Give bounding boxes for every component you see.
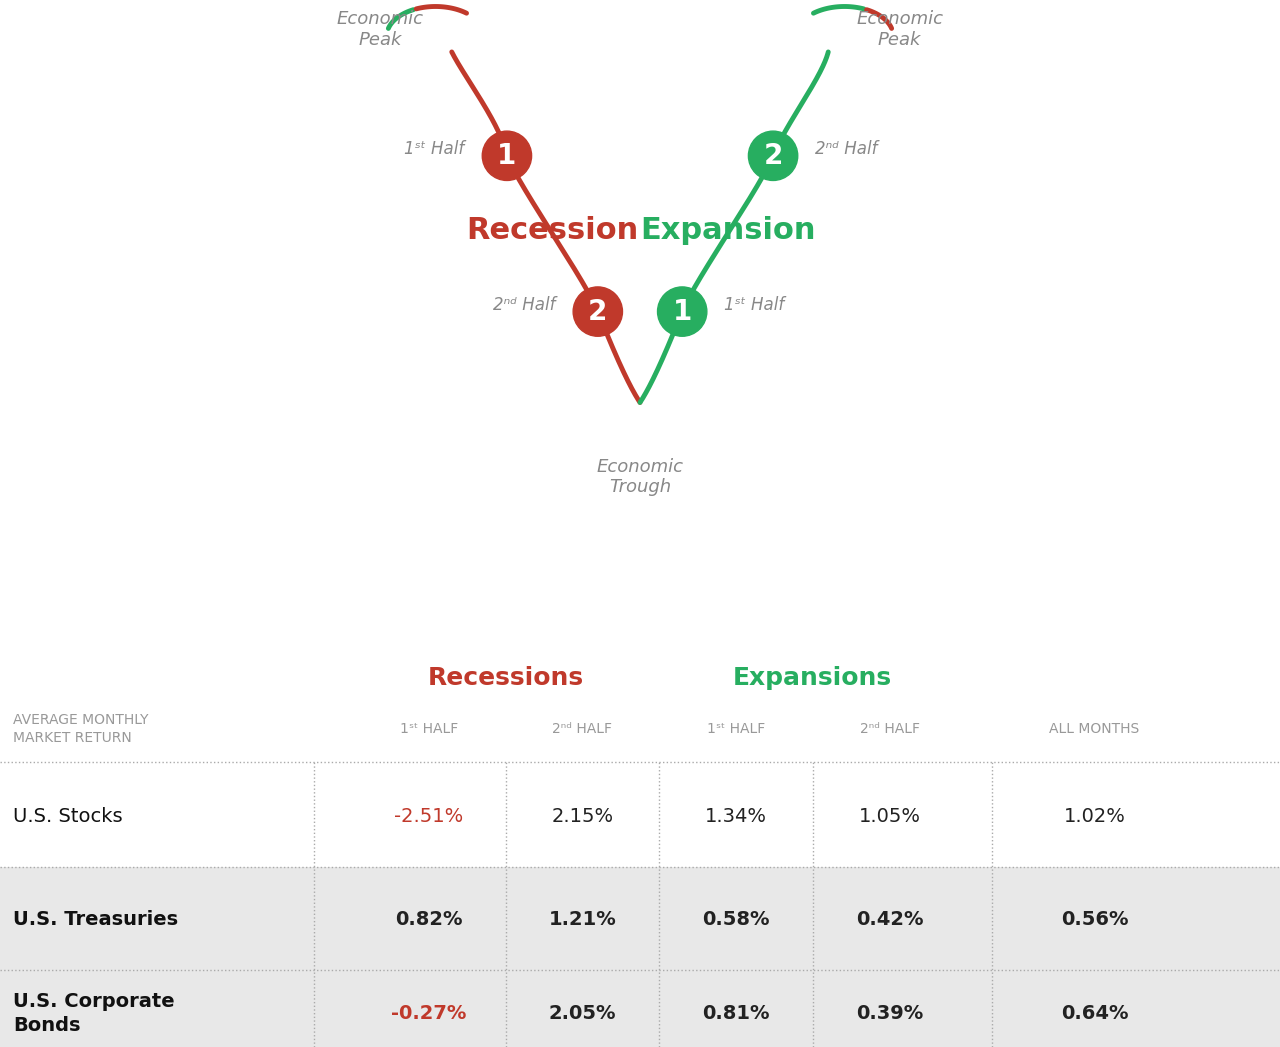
Text: -2.51%: -2.51% — [394, 807, 463, 826]
Text: Expansions: Expansions — [733, 667, 892, 690]
Text: 0.39%: 0.39% — [856, 1004, 923, 1023]
Text: ALL MONTHS: ALL MONTHS — [1050, 721, 1139, 736]
Text: 1.34%: 1.34% — [705, 807, 767, 826]
Text: 1ˢᵗ HALF: 1ˢᵗ HALF — [399, 721, 458, 736]
Text: 1: 1 — [672, 297, 691, 326]
Circle shape — [483, 131, 531, 180]
Text: 1: 1 — [498, 141, 517, 170]
Text: 1.02%: 1.02% — [1064, 807, 1125, 826]
Text: 2: 2 — [588, 297, 608, 326]
Bar — [0, 970, 1280, 1047]
Text: U.S. Stocks: U.S. Stocks — [13, 807, 123, 826]
Text: 0.58%: 0.58% — [703, 910, 769, 929]
Text: 2.15%: 2.15% — [552, 807, 613, 826]
Text: Economic
Trough: Economic Trough — [596, 458, 684, 496]
Text: 1.05%: 1.05% — [859, 807, 920, 826]
Circle shape — [749, 131, 797, 180]
Text: 1.21%: 1.21% — [549, 910, 616, 929]
Text: Recessions: Recessions — [428, 667, 584, 690]
Text: 0.81%: 0.81% — [703, 1004, 769, 1023]
Text: 2ⁿᵈ HALF: 2ⁿᵈ HALF — [553, 721, 612, 736]
Text: Recession: Recession — [466, 216, 639, 245]
Text: 2ⁿᵈ HALF: 2ⁿᵈ HALF — [860, 721, 919, 736]
Text: 2ⁿᵈ Half: 2ⁿᵈ Half — [815, 140, 878, 158]
Text: 0.82%: 0.82% — [396, 910, 462, 929]
Text: -0.27%: -0.27% — [392, 1004, 466, 1023]
Bar — [0, 867, 1280, 970]
Text: U.S. Treasuries: U.S. Treasuries — [13, 910, 178, 929]
Text: 0.42%: 0.42% — [856, 910, 923, 929]
Text: 2: 2 — [763, 141, 783, 170]
Text: 1ˢᵗ Half: 1ˢᵗ Half — [724, 296, 785, 314]
Text: 1ˢᵗ Half: 1ˢᵗ Half — [404, 140, 465, 158]
Text: 2ⁿᵈ Half: 2ⁿᵈ Half — [493, 296, 556, 314]
Text: 0.56%: 0.56% — [1061, 910, 1128, 929]
Text: 0.64%: 0.64% — [1061, 1004, 1128, 1023]
Circle shape — [573, 287, 622, 336]
Text: 2.05%: 2.05% — [549, 1004, 616, 1023]
Circle shape — [658, 287, 707, 336]
Text: Economic
Peak: Economic Peak — [337, 9, 424, 48]
Text: 1ˢᵗ HALF: 1ˢᵗ HALF — [707, 721, 765, 736]
Text: Expansion: Expansion — [640, 216, 815, 245]
Text: U.S. Corporate
Bonds: U.S. Corporate Bonds — [13, 993, 174, 1034]
Text: Economic
Peak: Economic Peak — [856, 9, 943, 48]
Text: AVERAGE MONTHLY
MARKET RETURN: AVERAGE MONTHLY MARKET RETURN — [13, 713, 148, 744]
